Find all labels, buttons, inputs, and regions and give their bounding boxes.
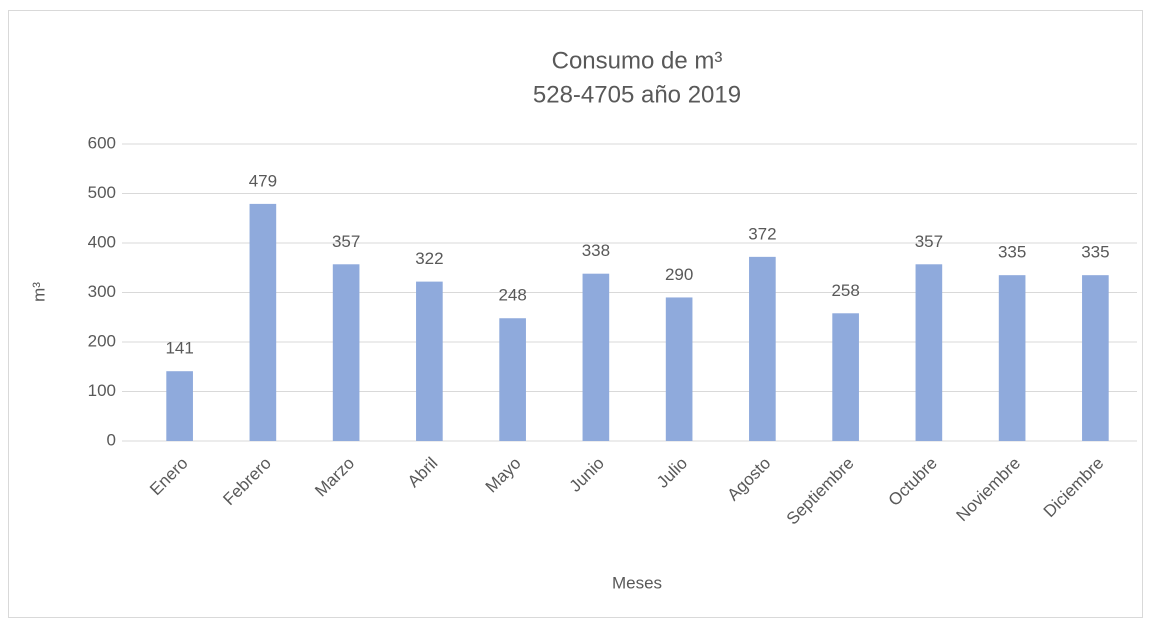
y-tick-label: 200 [88,331,116,350]
data-label: 357 [332,232,360,251]
chart-subtitle: 528-4705 año 2019 [533,81,741,108]
bar [832,313,859,441]
data-label: 338 [582,241,610,260]
y-tick-label: 500 [88,183,116,202]
chart-border [8,10,1143,618]
bar [749,256,776,441]
bar [1082,275,1109,441]
y-axis-label: m³ [29,282,48,302]
bar [166,371,193,441]
y-tick-label: 600 [88,133,116,152]
y-tick-label: 0 [107,430,116,449]
bar [499,318,526,441]
y-tick-label: 300 [88,282,116,301]
data-label: 290 [665,265,693,284]
bar [665,297,693,441]
data-label: 335 [1081,243,1109,262]
data-label: 372 [748,224,776,243]
bar [998,275,1026,441]
data-label: 335 [998,243,1026,262]
x-axis-label: Meses [612,573,662,592]
data-label: 322 [415,249,443,268]
data-label: 258 [831,281,859,300]
data-label: 141 [165,339,193,358]
data-label: 479 [249,171,277,190]
data-label: 248 [498,286,526,305]
bar [582,273,610,441]
bar [332,264,360,441]
y-tick-label: 400 [88,232,116,251]
bar [915,264,943,441]
bar [416,281,443,441]
y-tick-label: 100 [88,381,116,400]
bar [249,203,277,441]
data-label: 357 [915,232,943,251]
chart-title: Consumo de m³ [552,47,723,74]
